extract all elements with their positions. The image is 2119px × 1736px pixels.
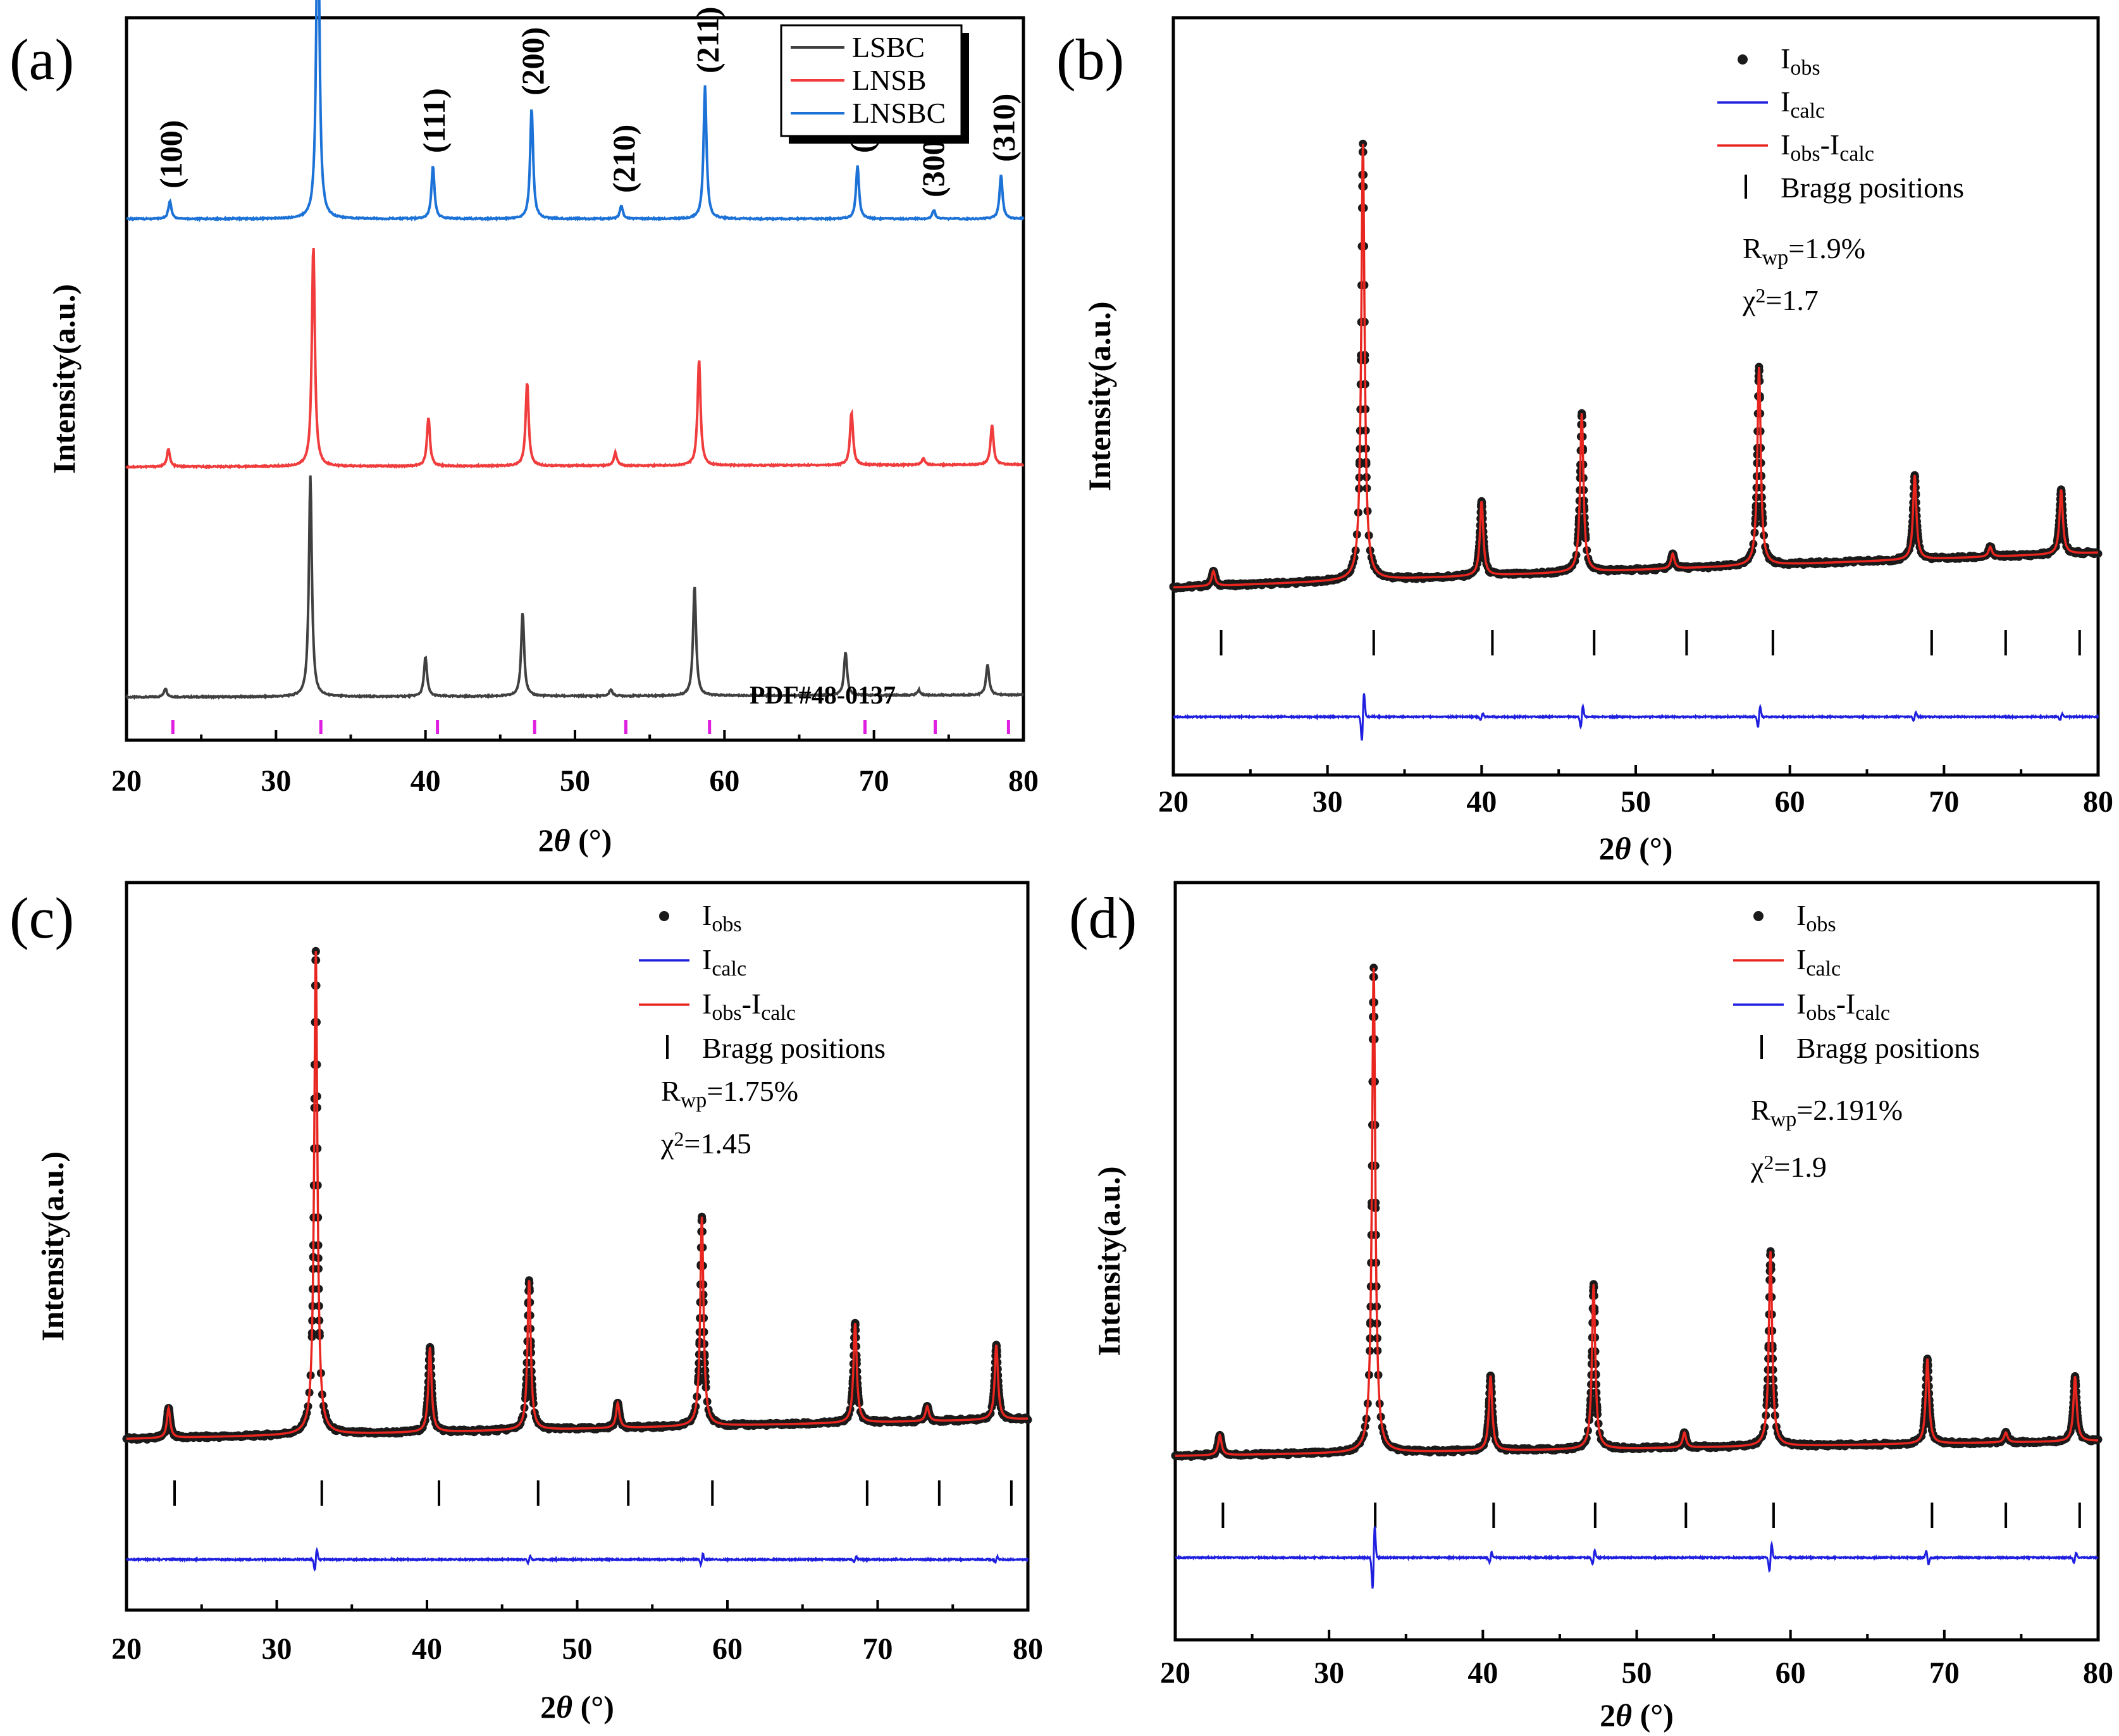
hkl-label: (200) <box>515 27 550 96</box>
legend-label-bragg: Bragg positions <box>1781 171 1964 204</box>
panel-b-x-axis-label: 2θ (°) <box>1599 831 1673 866</box>
panel-a-xtick-label: 70 <box>859 764 889 798</box>
observed-point <box>1023 1415 1032 1424</box>
panel-c-plot-frame <box>125 881 1030 1612</box>
panel-c-xtick-label: 80 <box>1013 1632 1043 1666</box>
panel-b-legend: Iobs Icalc Iobs-Icalc Bragg positions <box>1717 42 1964 204</box>
legend-obs-marker <box>659 911 669 921</box>
panel-c-panel-tag: (c) <box>9 886 74 950</box>
panel-d-difference-line <box>1175 1526 2099 1589</box>
panel-b-difference-line <box>1172 693 2099 741</box>
legend-label-iobs: Iobs <box>1781 42 1820 80</box>
panel-b: 20 30 40 50 60 70 80 Iobs Icalc Iobs-Icalc Bragg p… <box>1056 16 2113 866</box>
series-line-lnsbc <box>126 0 1025 222</box>
panel-d-xtick-label: 50 <box>1622 1656 1652 1690</box>
panel-b-rwp-value: Rwp=1.9% <box>1743 232 1865 270</box>
legend-label-bragg: Bragg positions <box>1796 1032 1980 1064</box>
series-line-lsbc <box>125 475 1024 700</box>
panel-d-plot-frame <box>1173 881 2100 1642</box>
panel-c-y-axis-label: Intensity(a.u.) <box>35 1151 70 1341</box>
panel-c-calculated-line <box>126 951 1028 1440</box>
panel-a-xtick-label: 20 <box>111 764 142 798</box>
panel-a-y-axis-label: Intensity(a.u.) <box>46 284 82 474</box>
panel-b-calculated-line <box>1173 144 2098 589</box>
panel-b-chi2-value: χ2=1.7 <box>1742 284 1819 316</box>
legend-obs-marker <box>1753 911 1764 921</box>
hkl-label: (210) <box>606 125 641 193</box>
panel-d-calculated-line <box>1175 967 2098 1457</box>
panel-d-y-axis-label: Intensity(a.u.) <box>1091 1166 1127 1356</box>
legend-label-lsbc: LSBC <box>852 31 925 63</box>
panel-a-xtick-label: 60 <box>709 764 739 798</box>
panel-b-xtick-label: 70 <box>1929 785 1959 819</box>
hkl-label: (310) <box>985 94 1021 162</box>
panel-a-xtick-label: 30 <box>261 764 291 798</box>
legend-label-bragg: Bragg positions <box>702 1032 886 1064</box>
legend-label-lnsb: LNSB <box>852 64 927 96</box>
panel-b-xtick-label: 40 <box>1466 785 1497 819</box>
panel-c-rwp-value: Rwp=1.75% <box>661 1075 798 1112</box>
panel-a-xtick-label: 80 <box>1008 764 1039 798</box>
panel-a-panel-tag: (a) <box>9 27 74 92</box>
observed-point <box>2094 549 2103 558</box>
panel-d-xtick-label: 60 <box>1776 1656 1806 1690</box>
panel-d-x-axis-label: 2θ (°) <box>1600 1697 1674 1733</box>
panel-c-legend: Iobs Icalc Iobs-Icalc Bragg positions <box>639 899 886 1064</box>
panel-a-x-axis-label: 2θ (°) <box>538 822 612 858</box>
hkl-label: (100) <box>153 120 188 189</box>
legend-label-lnsbc: LNSBC <box>852 97 946 129</box>
panel-c: 20 30 40 50 60 70 80 Iobs Icalc Iobs-Icalc Bragg p… <box>9 881 1043 1725</box>
panel-c-xtick-label: 40 <box>412 1632 442 1666</box>
panel-c-xtick-label: 70 <box>863 1632 893 1666</box>
panel-d-xtick-label: 30 <box>1314 1656 1344 1690</box>
legend-label-icalc: Icalc <box>1796 943 1841 981</box>
panel-c-x-axis-label: 2θ (°) <box>540 1689 614 1725</box>
panel-b-observed-points <box>1169 139 2103 593</box>
panel-c-difference-line <box>125 1547 1029 1572</box>
panel-b-y-axis-label: Intensity(a.u.) <box>1082 301 1117 491</box>
panel-c-xtick-label: 30 <box>262 1632 292 1666</box>
panel-d-rwp-value: Rwp=2.191% <box>1751 1094 1903 1131</box>
panel-b-plot-frame <box>1171 16 2100 777</box>
panel-b-xtick-label: 20 <box>1158 785 1189 819</box>
panel-d-panel-tag: (d) <box>1069 886 1137 950</box>
panel-b-xtick-label: 30 <box>1313 785 1343 819</box>
legend-label-diff: Iobs-Icalc <box>1781 128 1874 166</box>
panel-d-xtick-label: 80 <box>2083 1656 2113 1690</box>
legend-label-icalc: Icalc <box>1781 85 1825 123</box>
panel-c-xtick-label: 50 <box>562 1632 593 1666</box>
panel-a: 20304050607080(100)(110)(111)(200)(210)(… <box>9 0 1039 858</box>
panel-d-legend: Iobs Icalc Iobs-Icalc Bragg positions <box>1733 899 1980 1064</box>
panel-b-panel-tag: (b) <box>1056 27 1124 92</box>
panel-d-xtick-label: 40 <box>1467 1656 1498 1690</box>
legend-label-diff: Iobs-Icalc <box>1796 988 1890 1025</box>
legend-label-icalc: Icalc <box>702 943 746 981</box>
panel-c-observed-points <box>122 946 1032 1444</box>
panel-a-xtick-label: 50 <box>560 764 590 798</box>
panel-d: 20 30 40 50 60 70 80 Iobs Icalc Iobs-Icalc Bragg p… <box>1069 881 2113 1733</box>
hkl-label: (111) <box>416 88 452 153</box>
legend-obs-marker <box>1738 54 1748 65</box>
series-line-lnsb <box>125 247 1025 470</box>
panel-d-xtick-label: 70 <box>1929 1656 1960 1690</box>
legend-label-iobs: Iobs <box>702 899 742 936</box>
panel-c-xtick-label: 60 <box>712 1632 743 1666</box>
hkl-label: (211) <box>689 6 725 73</box>
legend-label-diff: Iobs-Icalc <box>702 988 796 1025</box>
panel-c-xtick-label: 20 <box>111 1632 142 1666</box>
panel-d-xtick-label: 20 <box>1160 1656 1190 1690</box>
panel-b-xtick-label: 80 <box>2083 785 2113 819</box>
panel-b-xtick-label: 50 <box>1621 785 1651 819</box>
panel-a-xtick-label: 40 <box>411 764 441 798</box>
panel-d-chi2-value: χ2=1.9 <box>1750 1151 1827 1183</box>
panel-b-xtick-label: 60 <box>1775 785 1805 819</box>
panel-c-chi2-value: χ2=1.45 <box>660 1127 751 1160</box>
legend-label-iobs: Iobs <box>1796 899 1836 936</box>
pdf-reference-label: PDF#48-0137 <box>750 681 896 709</box>
